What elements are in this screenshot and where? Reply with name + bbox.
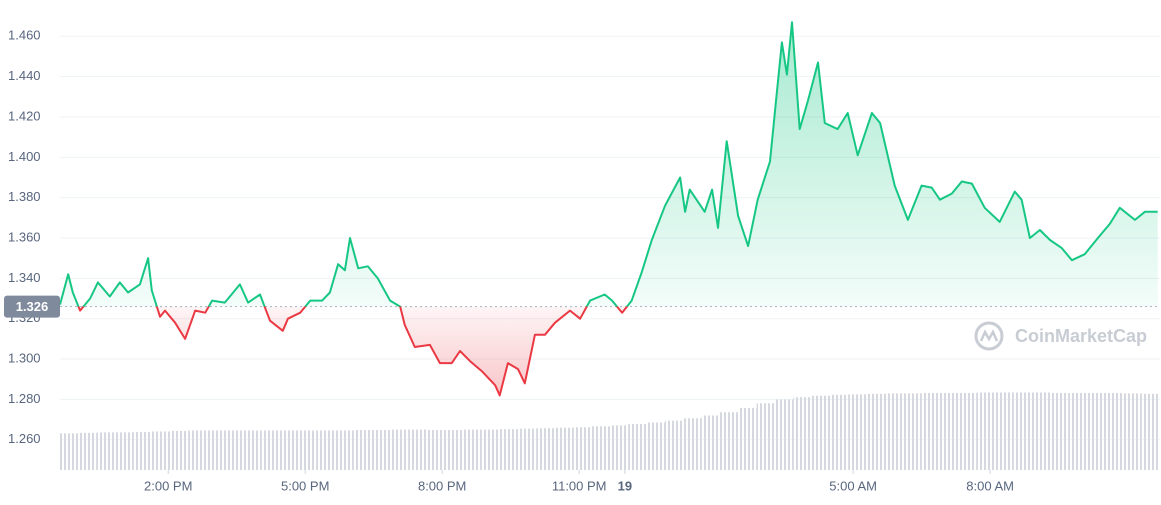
volume-bar xyxy=(188,430,207,470)
volume-bar xyxy=(628,423,647,470)
volume-bar xyxy=(518,428,537,470)
volume-bar xyxy=(225,430,244,470)
volume-bar xyxy=(1105,392,1124,470)
y-tick-label: 1.420 xyxy=(8,108,41,123)
watermark: CoinMarketCap xyxy=(974,321,1147,351)
volume-bar xyxy=(463,429,482,470)
volume-bar xyxy=(811,395,830,470)
y-tick-label: 1.280 xyxy=(8,391,41,406)
volume-bar xyxy=(958,392,977,470)
volume-bar xyxy=(298,430,317,470)
volume-bar xyxy=(1123,393,1142,470)
volume-bar xyxy=(353,430,372,470)
x-tick-label: 5:00 PM xyxy=(281,478,329,493)
volume-bar xyxy=(1068,392,1087,470)
volume-bar xyxy=(940,392,959,470)
x-tick-label: 8:00 PM xyxy=(418,478,466,493)
volume-bar xyxy=(481,429,500,470)
volume-bar xyxy=(866,393,885,470)
volume-bar xyxy=(1050,392,1069,470)
volume-bar xyxy=(536,428,555,470)
volume-bar xyxy=(335,430,354,470)
volume-bar xyxy=(96,432,115,470)
volume-bar xyxy=(921,392,940,470)
x-tick-label: 8:00 AM xyxy=(966,478,1014,493)
volume-bar xyxy=(830,394,849,470)
volume-bar xyxy=(280,430,299,470)
x-tick-label: 2:00 PM xyxy=(144,478,192,493)
volume-bar xyxy=(1031,392,1050,470)
y-tick-label: 1.260 xyxy=(8,431,41,446)
volume-bar xyxy=(683,418,702,470)
volume-bar xyxy=(738,407,757,470)
watermark-text: CoinMarketCap xyxy=(1015,326,1147,346)
y-tick-label: 1.380 xyxy=(8,189,41,204)
volume-bar xyxy=(775,399,794,470)
volume-bar xyxy=(243,430,262,470)
volume-bar xyxy=(756,403,775,470)
x-tick-label: 11:00 PM xyxy=(552,478,607,493)
y-tick-label: 1.360 xyxy=(8,229,41,244)
volume-bar xyxy=(408,429,427,470)
x-tick-label: 5:00 AM xyxy=(829,478,877,493)
volume-bar xyxy=(976,392,995,470)
volume-bar xyxy=(133,431,152,470)
volume-bar xyxy=(646,422,665,470)
volume-bar xyxy=(151,431,170,470)
volume-bar xyxy=(500,429,519,470)
volume-bar xyxy=(885,393,904,470)
volume-bar xyxy=(610,425,629,470)
volume-bar xyxy=(170,430,189,470)
volume-bar xyxy=(720,412,739,470)
volume-bar xyxy=(555,427,574,470)
volume-bar xyxy=(903,393,922,470)
volume-bar xyxy=(1086,392,1105,470)
y-tick-label: 1.300 xyxy=(8,350,41,365)
volume-bar xyxy=(1013,392,1032,470)
volume-bar xyxy=(701,415,720,470)
volume-bar xyxy=(426,430,445,470)
volume-bar xyxy=(60,433,79,470)
volume-bar xyxy=(995,392,1014,470)
volume-bar xyxy=(445,430,464,470)
volume-bar xyxy=(115,432,134,470)
volume-bar xyxy=(316,430,335,470)
y-tick-label: 1.340 xyxy=(8,270,41,285)
volume-bar xyxy=(793,397,812,470)
y-tick-label: 1.460 xyxy=(8,28,41,43)
volume-bar xyxy=(371,430,390,470)
volume-bar xyxy=(1141,393,1160,470)
price-area xyxy=(60,22,1158,396)
price-line xyxy=(59,21,1158,397)
volume-bar xyxy=(390,429,409,470)
volume-bar xyxy=(665,420,684,470)
x-tick-label: 19 xyxy=(618,478,632,493)
volume-bar xyxy=(848,394,867,470)
volume-bar xyxy=(261,430,280,470)
volume-bar xyxy=(206,430,225,470)
volume-bar xyxy=(573,427,592,470)
y-tick-label: 1.400 xyxy=(8,149,41,164)
volume-bar xyxy=(591,426,610,470)
reference-label-box xyxy=(4,295,60,318)
reference-label: 1.326 xyxy=(16,299,49,314)
y-tick-label: 1.440 xyxy=(8,68,41,83)
volume-bar xyxy=(78,432,97,470)
